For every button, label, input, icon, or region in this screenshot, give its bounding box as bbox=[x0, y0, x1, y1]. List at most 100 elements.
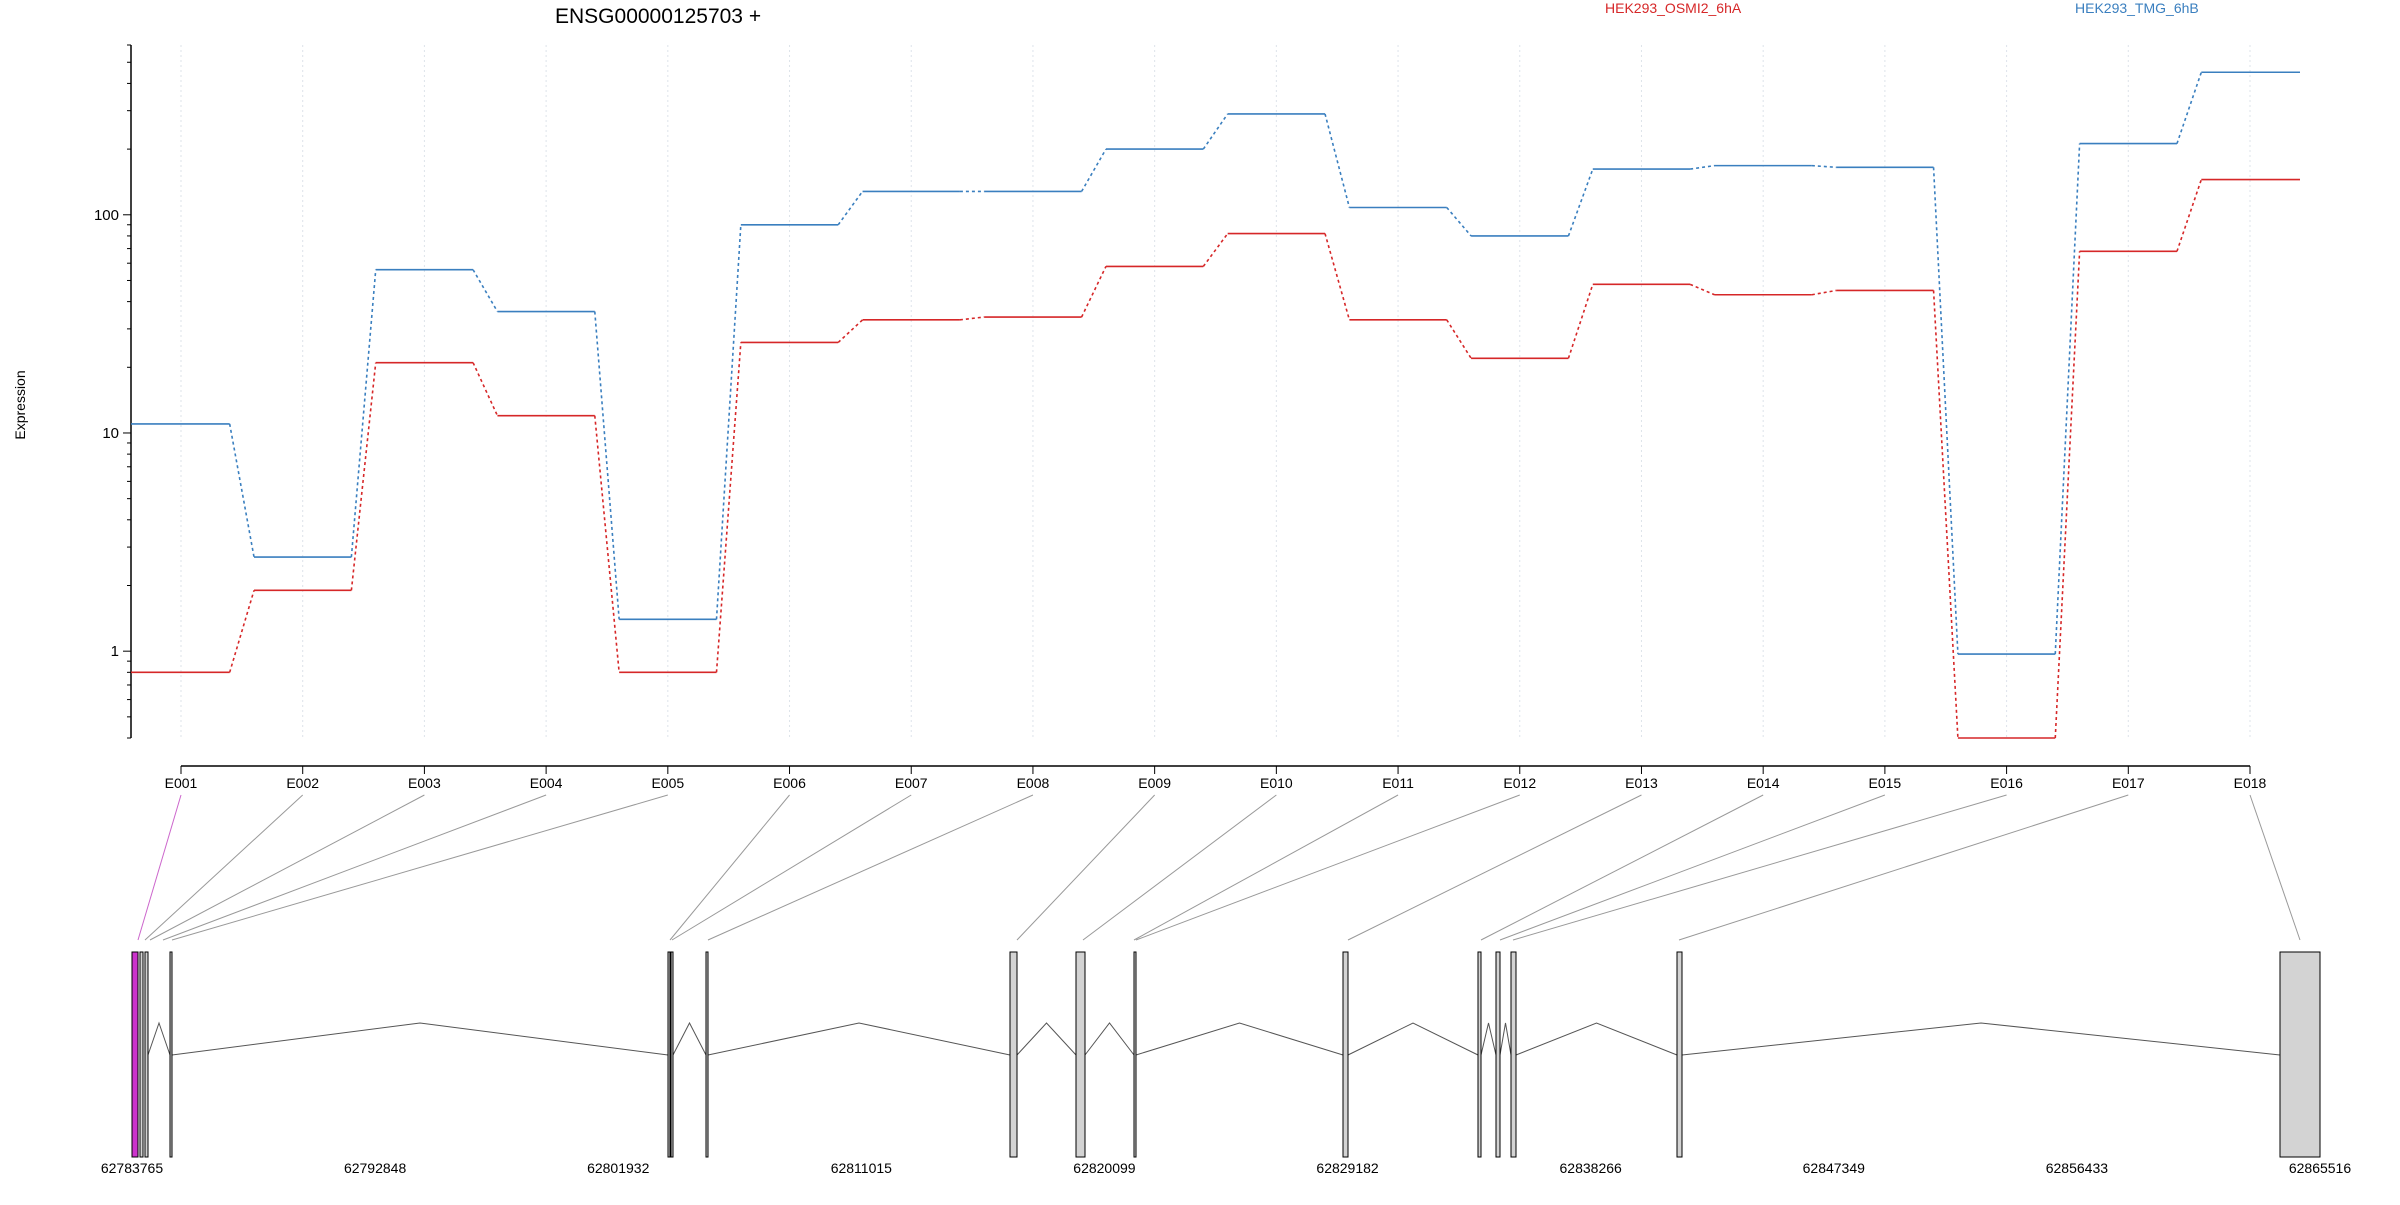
x-tick-label: E010 bbox=[1260, 775, 1293, 791]
exon-block bbox=[1133, 951, 1137, 1158]
transition-segment bbox=[472, 269, 499, 313]
transition-segment bbox=[1811, 164, 1837, 169]
transition-segment bbox=[1324, 233, 1351, 321]
connector-line bbox=[2249, 794, 2301, 941]
transition-segment bbox=[228, 423, 255, 558]
intron bbox=[1084, 1022, 1135, 1056]
connector-line bbox=[137, 794, 182, 941]
connector-line bbox=[1133, 794, 1399, 941]
x-tick-label: E001 bbox=[165, 775, 198, 791]
transition-segment bbox=[594, 415, 620, 673]
gene-model bbox=[131, 951, 2321, 1158]
x-tick-label: E006 bbox=[773, 775, 806, 791]
exon-block bbox=[144, 951, 149, 1158]
exon-block bbox=[1495, 951, 1501, 1158]
exon-block bbox=[1075, 951, 1086, 1158]
exon-block bbox=[1009, 951, 1018, 1158]
intron bbox=[1681, 1022, 2281, 1056]
exon-block bbox=[1510, 951, 1517, 1158]
transition-segment bbox=[350, 362, 377, 591]
x-tick-label: E013 bbox=[1625, 775, 1658, 791]
transition-segment bbox=[715, 224, 742, 620]
genomic-tick-label: 62856433 bbox=[2046, 1160, 2109, 1176]
connector-line bbox=[669, 794, 790, 941]
x-tick-label: E012 bbox=[1503, 775, 1536, 791]
transition-segment bbox=[594, 311, 620, 620]
transition-segment bbox=[1689, 283, 1715, 296]
transition-segment bbox=[472, 362, 499, 417]
exon-block bbox=[2279, 951, 2321, 1158]
x-tick-label: E018 bbox=[2234, 775, 2267, 791]
transition-segment bbox=[715, 342, 742, 673]
x-tick-label: E003 bbox=[408, 775, 441, 791]
series-a bbox=[131, 178, 2300, 739]
genomic-tick-label: 62820099 bbox=[1073, 1160, 1136, 1176]
transition-segment bbox=[1202, 233, 1229, 267]
x-tick-label: E014 bbox=[1747, 775, 1780, 791]
highlighted-exon bbox=[131, 951, 139, 1158]
x-tick-label: E005 bbox=[651, 775, 684, 791]
transition-segment bbox=[350, 269, 377, 558]
intron bbox=[1347, 1022, 1479, 1056]
transition-segment bbox=[1446, 319, 1472, 359]
exon-block bbox=[705, 951, 709, 1158]
intron bbox=[672, 1021, 707, 1056]
x-tick-label: E009 bbox=[1138, 775, 1171, 791]
connector-line bbox=[162, 794, 547, 941]
connector-line bbox=[149, 794, 425, 941]
y-tick-label: 10 bbox=[102, 425, 119, 442]
exon-connectors bbox=[137, 794, 2301, 941]
grid-lines bbox=[180, 45, 2251, 738]
genomic-axis: 62783765 62792848 62801932 62811015 62820099… bbox=[101, 1160, 2352, 1176]
connector-line bbox=[1499, 794, 1886, 941]
intron bbox=[171, 1022, 669, 1056]
intron bbox=[1135, 1022, 1344, 1056]
x-tick-label: E015 bbox=[1869, 775, 1902, 791]
transition-segment bbox=[228, 590, 255, 673]
transition-segment bbox=[959, 316, 985, 321]
x-tick-label: E016 bbox=[1990, 775, 2023, 791]
genomic-tick-label: 62829182 bbox=[1316, 1160, 1379, 1176]
intron bbox=[147, 1021, 171, 1056]
exon-block bbox=[169, 951, 173, 1158]
connector-line bbox=[144, 794, 304, 941]
series-b bbox=[131, 71, 2300, 655]
transition-segment bbox=[1567, 168, 1594, 237]
genomic-tick-label: 62865516 bbox=[2289, 1160, 2352, 1176]
connector-line bbox=[1480, 794, 1764, 941]
y-tick-label: 1 bbox=[111, 643, 119, 660]
x-tick-label: E002 bbox=[286, 775, 319, 791]
series-lines bbox=[131, 71, 2300, 739]
exon-block bbox=[139, 951, 144, 1158]
transition-segment bbox=[1202, 113, 1229, 150]
chart-title: ENSG00000125703 + bbox=[555, 5, 761, 28]
transition-segment bbox=[2054, 143, 2081, 655]
x-tick-label: E011 bbox=[1382, 775, 1414, 791]
intron bbox=[1480, 1022, 1497, 1056]
connector-line bbox=[671, 794, 912, 941]
genomic-tick-label: 62783765 bbox=[101, 1160, 164, 1176]
genomic-tick-label: 62847349 bbox=[1803, 1160, 1866, 1176]
exon-block bbox=[1676, 951, 1683, 1158]
transition-segment bbox=[1080, 148, 1107, 192]
transition-segment bbox=[1080, 266, 1107, 318]
x-tick-label: E008 bbox=[1017, 775, 1050, 791]
genomic-tick-label: 62792848 bbox=[344, 1160, 407, 1176]
transition-segment bbox=[1811, 289, 1837, 296]
x-tick-label: E017 bbox=[2112, 775, 2145, 791]
exon-block bbox=[1342, 951, 1349, 1158]
transition-segment bbox=[2176, 179, 2203, 252]
intron bbox=[707, 1022, 1011, 1056]
transition-segment bbox=[837, 319, 864, 344]
transition-segment bbox=[2176, 72, 2203, 144]
genomic-tick-label: 62801932 bbox=[587, 1160, 650, 1176]
transition-segment bbox=[837, 190, 864, 226]
legend-entry-series-b: HEK293_TMG_6hB bbox=[2075, 0, 2199, 16]
genomic-tick-label: 62811015 bbox=[831, 1160, 892, 1176]
connector-line bbox=[1512, 794, 2007, 941]
transition-segment bbox=[1446, 206, 1472, 237]
connector-line bbox=[171, 794, 668, 941]
transition-segment bbox=[1932, 290, 1959, 739]
